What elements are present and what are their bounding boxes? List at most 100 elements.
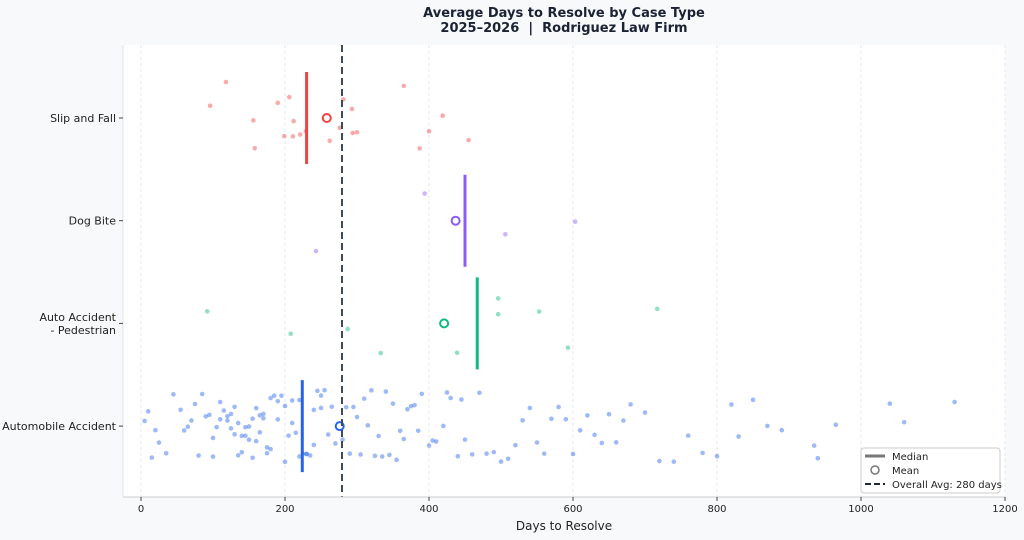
data-point: [495, 311, 501, 317]
data-point: [952, 399, 957, 405]
data-point: [361, 396, 367, 401]
data-point: [833, 422, 839, 428]
data-point: [462, 437, 468, 442]
data-point: [287, 94, 292, 100]
data-point: [261, 415, 266, 421]
data-point: [426, 443, 432, 448]
data-point: [901, 419, 907, 425]
data-point: [185, 424, 191, 430]
data-point: [204, 309, 210, 314]
data-point: [422, 191, 427, 196]
data-point: [379, 454, 385, 459]
data-point: [214, 424, 219, 430]
data-point: [383, 389, 389, 394]
data-point: [415, 428, 421, 434]
data-point: [495, 296, 501, 301]
data-point: [685, 433, 691, 438]
x-tick-label: 600: [563, 504, 582, 515]
data-point: [372, 453, 378, 459]
data-point: [340, 437, 345, 442]
data-point: [189, 418, 194, 423]
data-point: [210, 435, 216, 441]
data-point: [178, 407, 183, 413]
data-point: [350, 130, 355, 136]
data-point: [441, 423, 446, 429]
data-point: [250, 416, 255, 421]
data-point: [333, 441, 338, 446]
data-point: [765, 423, 770, 429]
mean-marker: [439, 318, 450, 329]
data-point: [142, 418, 147, 424]
data-point: [585, 413, 590, 418]
data-point: [376, 433, 381, 439]
data-point: [252, 145, 258, 151]
data-point: [454, 350, 460, 356]
data-point: [275, 100, 281, 106]
data-point: [281, 133, 287, 139]
data-point: [268, 395, 273, 401]
data-point: [477, 390, 482, 396]
data-point: [207, 412, 212, 418]
category-label: Auto Accident: [39, 311, 116, 324]
data-point: [246, 437, 252, 443]
data-point: [293, 430, 299, 436]
data-point: [290, 134, 296, 139]
data-point: [572, 219, 578, 224]
data-point: [286, 433, 291, 438]
data-point: [253, 438, 259, 444]
data-point: [700, 450, 705, 456]
data-point: [257, 430, 263, 435]
data-point: [405, 406, 410, 412]
data-point: [419, 391, 425, 397]
category-label: Dog Bite: [69, 215, 117, 228]
legend-mean-swatch: [870, 465, 880, 475]
data-point: [541, 451, 547, 456]
data-point: [264, 450, 270, 456]
data-point: [275, 417, 281, 422]
data-point: [527, 405, 533, 411]
data-point: [239, 449, 245, 455]
data-point: [466, 137, 471, 143]
data-point: [345, 326, 350, 332]
data-point: [246, 424, 252, 429]
legend-overall: Overall Avg: 280 days: [892, 480, 1002, 491]
x-tick-label: 800: [707, 504, 726, 515]
data-point: [289, 398, 295, 403]
data-point: [311, 442, 317, 448]
data-point: [354, 414, 360, 420]
data-point: [304, 451, 309, 457]
data-point: [149, 455, 155, 460]
data-point: [203, 414, 209, 419]
data-point: [401, 436, 407, 442]
data-point: [394, 457, 399, 463]
data-point: [549, 416, 554, 422]
data-point: [750, 397, 756, 403]
data-point: [779, 427, 785, 433]
data-point: [228, 426, 234, 431]
data-point: [444, 390, 450, 395]
data-point: [565, 345, 571, 350]
x-axis-label: Days to Resolve: [516, 519, 612, 533]
data-point: [503, 231, 508, 237]
data-point: [261, 411, 266, 417]
data-point: [498, 459, 504, 464]
data-point: [181, 428, 187, 433]
data-point: [221, 408, 227, 413]
data-point: [243, 424, 248, 430]
data-point: [210, 454, 216, 459]
data-point: [628, 402, 633, 407]
data-point: [235, 453, 241, 458]
data-point: [217, 417, 223, 422]
data-point: [297, 454, 302, 459]
data-point: [307, 453, 313, 458]
data-point: [599, 440, 605, 446]
data-point: [196, 453, 201, 458]
data-point: [390, 401, 396, 406]
data-point: [365, 423, 371, 428]
data-point: [282, 403, 288, 409]
data-point: [577, 428, 583, 433]
data-point: [271, 393, 277, 398]
data-point: [279, 393, 284, 399]
category-label: - Pedestrian: [50, 324, 116, 337]
